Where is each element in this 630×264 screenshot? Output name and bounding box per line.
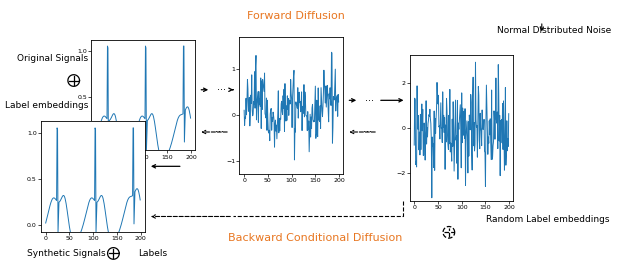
Text: ...: ...	[363, 124, 372, 134]
Text: ...: ...	[217, 82, 226, 92]
Text: Original Signals: Original Signals	[17, 54, 88, 63]
Text: Labels: Labels	[139, 249, 168, 258]
Text: Forward Diffusion: Forward Diffusion	[247, 11, 345, 21]
Text: ...: ...	[215, 124, 224, 134]
Text: Label embeddings: Label embeddings	[5, 101, 88, 110]
Text: Synthetic Signals: Synthetic Signals	[27, 249, 105, 258]
Text: Normal Distributed Noise: Normal Distributed Noise	[497, 26, 612, 35]
Text: Random Label embeddings: Random Label embeddings	[486, 215, 610, 224]
Text: ...: ...	[365, 93, 374, 103]
Text: Backward Conditional Diffusion: Backward Conditional Diffusion	[228, 233, 402, 243]
